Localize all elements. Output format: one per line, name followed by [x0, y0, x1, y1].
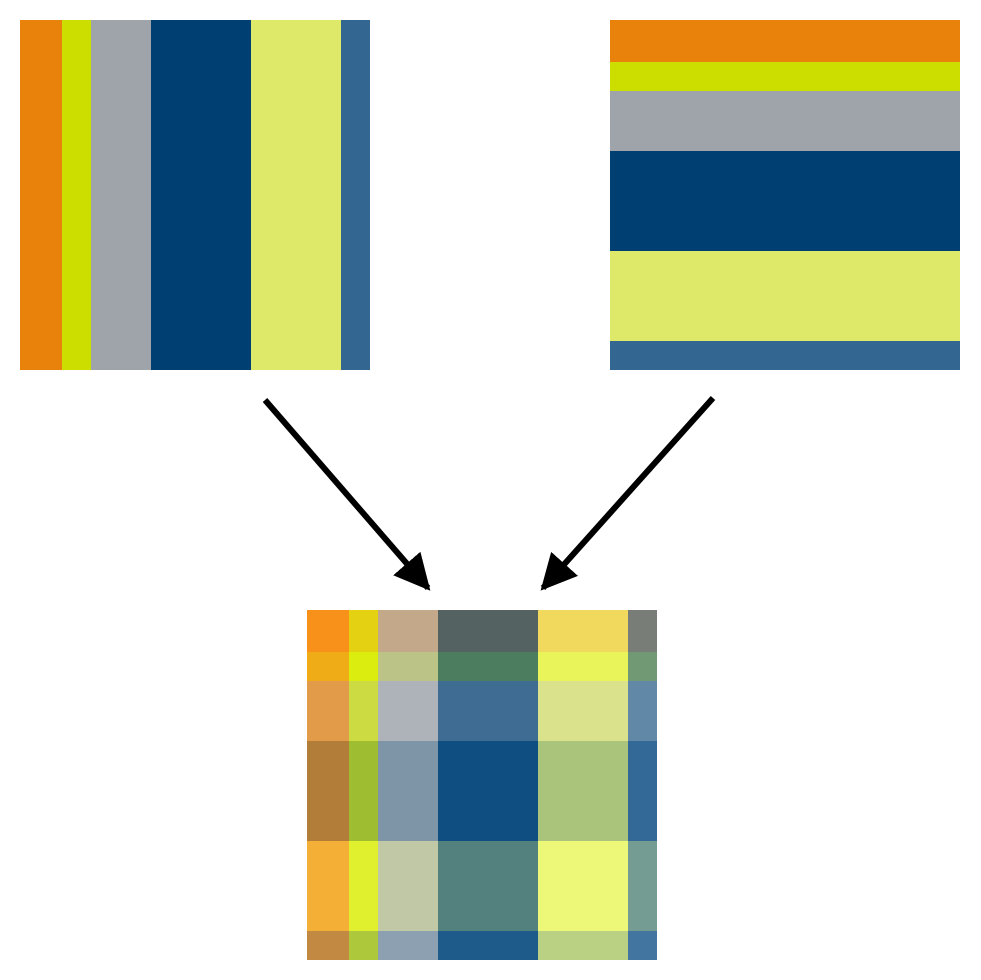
stripe: [610, 20, 960, 62]
stripe: [91, 20, 151, 370]
stripe: [341, 20, 370, 370]
cell: [538, 681, 628, 741]
cell: [378, 652, 438, 681]
cell: [538, 931, 628, 960]
cell: [349, 652, 378, 681]
stripe: [62, 20, 91, 370]
cell: [349, 681, 378, 741]
stripe: [610, 341, 960, 370]
cell: [378, 931, 438, 960]
cell: [538, 610, 628, 652]
horizontal-stripes: [610, 20, 960, 370]
cell: [538, 741, 628, 841]
cell: [628, 741, 657, 841]
cell: [438, 610, 538, 652]
cell: [538, 652, 628, 681]
cell: [628, 681, 657, 741]
cell: [349, 841, 378, 931]
cell: [628, 931, 657, 960]
cell: [307, 652, 349, 681]
combined-pattern: [307, 610, 657, 960]
cell: [438, 681, 538, 741]
cell: [438, 841, 538, 931]
stripe: [251, 20, 341, 370]
cell: [307, 741, 349, 841]
stripe: [151, 20, 251, 370]
stripe: [20, 20, 62, 370]
cell: [307, 610, 349, 652]
cell: [349, 931, 378, 960]
arrow: [262, 398, 431, 591]
cell: [307, 681, 349, 741]
cell: [307, 841, 349, 931]
cell: [307, 931, 349, 960]
cell: [628, 652, 657, 681]
cell: [378, 741, 438, 841]
cell: [438, 652, 538, 681]
vertical-stripes: [20, 20, 370, 370]
cell: [538, 841, 628, 931]
cell: [378, 841, 438, 931]
stripe: [610, 151, 960, 251]
stripe: [610, 91, 960, 151]
cell: [628, 610, 657, 652]
cell: [378, 610, 438, 652]
stripe: [610, 251, 960, 341]
cell: [628, 841, 657, 931]
arrow: [540, 395, 716, 591]
cell: [349, 610, 378, 652]
cell: [438, 741, 538, 841]
cell: [349, 741, 378, 841]
stripe: [610, 62, 960, 91]
cell: [438, 931, 538, 960]
cell: [378, 681, 438, 741]
